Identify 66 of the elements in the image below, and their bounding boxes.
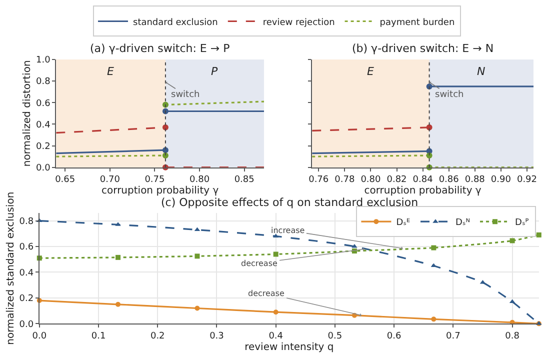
x-tick-label: 0.78 bbox=[334, 175, 355, 186]
y-tick-label: 0.4 bbox=[19, 268, 34, 278]
x-tick-label: 0.6 bbox=[386, 331, 402, 342]
x-tick-label: 0.76 bbox=[308, 175, 329, 186]
point bbox=[116, 254, 121, 260]
annotation: decrease bbox=[248, 289, 285, 298]
point bbox=[194, 306, 200, 311]
y-tick-label: 0.8 bbox=[36, 77, 51, 88]
y-tick-label: 0.0 bbox=[19, 320, 34, 330]
y-tick-label: 1.0 bbox=[36, 56, 51, 66]
point bbox=[536, 232, 542, 238]
band-label: E bbox=[367, 65, 374, 78]
y-tick-label: 0.6 bbox=[36, 98, 51, 109]
y-tick-label: 0.0 bbox=[36, 163, 51, 174]
x-tick-label: 0.65 bbox=[55, 175, 76, 186]
point bbox=[273, 310, 278, 315]
point bbox=[431, 245, 436, 250]
band-label: E bbox=[107, 65, 114, 78]
x-tick-label: 0.82 bbox=[386, 175, 407, 186]
y-tick-label: 0.2 bbox=[36, 142, 50, 152]
x-axis-title: corruption probability γ bbox=[102, 186, 219, 197]
x-tick-label: 0.90 bbox=[490, 175, 512, 186]
y-tick-label: 0.8 bbox=[19, 216, 34, 227]
point bbox=[194, 254, 200, 259]
legend-label: standard exclusion bbox=[133, 18, 218, 28]
annotation: increase bbox=[271, 226, 305, 235]
x-tick-label: 0.80 bbox=[360, 175, 381, 186]
point bbox=[273, 252, 278, 257]
legend-label: Dₛᴾ bbox=[515, 218, 530, 228]
legend-label: Dₛᴱ bbox=[396, 218, 410, 228]
point bbox=[116, 302, 121, 307]
band-label: N bbox=[477, 65, 486, 78]
x-tick-label: 0.80 bbox=[189, 175, 210, 186]
x-tick-label: 0.2 bbox=[150, 331, 165, 342]
x-tick-label: 0.7 bbox=[446, 331, 460, 342]
point bbox=[431, 316, 436, 322]
x-tick-label: 0.1 bbox=[91, 331, 106, 342]
x-tick-label: 0.86 bbox=[438, 175, 460, 186]
x-tick-label: 0.85 bbox=[234, 175, 254, 186]
chart-title: (c) Opposite effects of q on standard exclusion bbox=[161, 196, 418, 209]
legend-label: Dₛᴺ bbox=[455, 218, 470, 228]
x-tick-label: 0.5 bbox=[328, 331, 342, 342]
ref-line-label: switch bbox=[171, 90, 200, 100]
chart-title: (b) γ-driven switch: E → N bbox=[352, 42, 494, 55]
x-tick-label: 0.3 bbox=[210, 331, 224, 342]
y-axis-title: normalized standard exclusion bbox=[5, 192, 16, 345]
legend-label: review rejection bbox=[262, 18, 335, 28]
legend-label: payment burden bbox=[380, 18, 455, 28]
x-tick-label: 0.84 bbox=[412, 175, 434, 186]
x-tick-label: 0.75 bbox=[144, 175, 165, 186]
y-axis-title: normalized distortion bbox=[22, 60, 34, 167]
x-axis-title: corruption probability γ bbox=[364, 186, 482, 197]
ref-line-label: switch bbox=[435, 90, 464, 100]
annotation: decrease bbox=[241, 259, 278, 268]
point bbox=[510, 238, 515, 244]
x-tick-label: 0.70 bbox=[100, 175, 120, 186]
y-tick-label: 0.6 bbox=[19, 242, 34, 253]
x-tick-label: 0.92 bbox=[516, 175, 538, 186]
y-tick-label: 0.2 bbox=[19, 294, 34, 304]
band-label: P bbox=[211, 65, 218, 78]
y-tick-label: 0.4 bbox=[36, 120, 51, 130]
x-tick-label: 0.8 bbox=[505, 331, 520, 342]
x-axis-title: review intensity q bbox=[244, 342, 334, 353]
chart-title: (a) γ-driven switch: E → P bbox=[90, 42, 230, 55]
x-tick-label: 0.88 bbox=[464, 175, 486, 186]
x-tick-label: 0.4 bbox=[268, 331, 284, 342]
